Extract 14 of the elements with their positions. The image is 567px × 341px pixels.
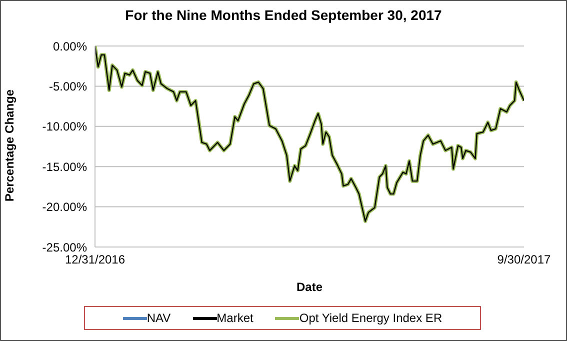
y-tick-label: -5.00%: [48, 79, 88, 94]
y-tick-label: 0.00%: [52, 39, 88, 54]
y-tick-label: -25.00%: [42, 240, 88, 254]
x-axis-title: Date: [296, 280, 323, 294]
legend-label: NAV: [146, 311, 171, 325]
legend-label: Opt Yield Energy Index ER: [299, 311, 442, 325]
y-tick-label: -15.00%: [42, 160, 88, 174]
y-axis-title: Percentage Change: [2, 89, 16, 202]
x-tick-label: 9/30/2017: [497, 252, 552, 267]
chart-title: For the Nine Months Ended September 30, 2017: [124, 7, 443, 23]
y-tick-label: -10.00%: [42, 120, 88, 134]
x-tick-label: 12/31/2016: [64, 252, 126, 267]
legend-label: Market: [216, 311, 254, 325]
y-tick-label: -20.00%: [42, 200, 88, 214]
